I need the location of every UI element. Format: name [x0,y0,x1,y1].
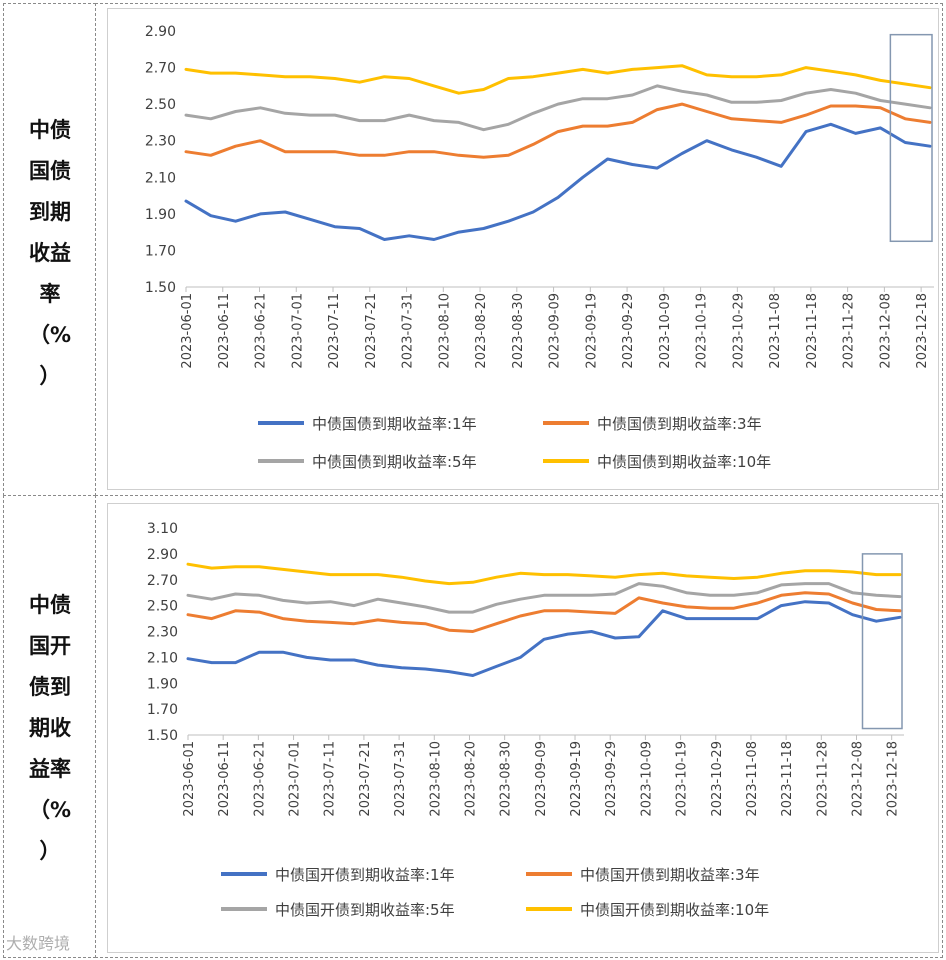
watermark: 大数跨境 [6,934,71,953]
x-tick-label: 2023-10-29 [710,741,725,817]
x-tick-label: 2023-08-30 [499,741,514,817]
y-tick-label: 2.10 [147,650,178,666]
x-tick-label: 2023-10-19 [675,741,690,817]
y-tick-label: 1.90 [147,676,178,692]
side-label-line: （% [28,323,72,347]
x-tick-label: 2023-12-18 [886,741,901,817]
x-tick-label: 2023-06-11 [217,293,232,369]
series-line-2 [184,102,932,159]
x-tick-label: 2023-11-28 [815,741,830,817]
series-line-2 [186,591,902,633]
x-tick-label: 2023-08-30 [511,293,526,369]
y-tick-label: 2.70 [145,61,176,77]
treasury-yield-chart: 2.90 2.70 2.50 2.30 2.10 1.90 1.70 1.50 2023-06-… [145,24,934,471]
x-tick-label: 2023-07-21 [364,293,379,369]
legend-label: 中债国开债到期收益率:3年 [580,866,760,884]
y-tick-label: 1.70 [147,702,178,718]
highlight-box [889,33,933,243]
side-label-line: 益率 [29,757,71,781]
x-tick-label: 2023-06-11 [217,741,232,817]
series-line-3 [186,582,902,614]
y-tick-label: 2.90 [145,24,176,40]
series-line-1 [184,122,932,241]
highlight-box [861,553,903,730]
legend-label: 中债国债到期收益率:3年 [597,415,762,433]
x-tick-label: 2023-12-08 [878,293,893,369]
x-tick-label: 2023-07-11 [327,293,342,369]
x-tick-label: 2023-07-31 [393,741,408,817]
y-tick-label: 1.70 [145,243,176,259]
y-tick-label: 1.50 [147,728,178,744]
y-tick-label: 2.50 [145,97,176,113]
side-label-line: 到期 [29,200,71,224]
x-tick-label: 2023-12-18 [915,293,930,369]
x-tick-label: 2023-11-28 [842,293,857,369]
x-tick-label: 2023-08-20 [463,741,478,817]
x-tick-label: 2023-11-08 [745,741,760,817]
x-tick-label: 2023-06-01 [180,293,195,369]
y-tick-label: 2.50 [147,599,178,615]
x-tick-label: 2023-09-29 [604,741,619,817]
x-tick-label: 2023-07-11 [323,741,338,817]
side-label-line: （% [28,798,72,822]
x-tick-label: 2023-10-09 [658,293,673,369]
chart-panel-treasury: 2.90 2.70 2.50 2.30 2.10 1.90 1.70 1.50 2023-06-… [107,8,939,490]
side-label-line: ） [39,364,61,388]
side-label-line: 期收 [29,716,71,740]
x-tick-label: 2023-11-18 [780,741,795,817]
x-tick-label: 2023-10-19 [695,293,710,369]
x-tick-label: 2023-06-21 [254,293,269,369]
legend-label: 中债国债到期收益率:1年 [312,415,477,433]
side-label-line: 收益 [29,241,71,265]
side-label-line: 国债 [29,159,71,183]
series-line-3 [184,84,932,132]
x-tick-label: 2023-07-31 [401,293,416,369]
side-label-line: 中债 [29,593,71,617]
y-tick-label: 1.50 [145,280,176,296]
x-tick-label: 2023-10-29 [731,293,746,369]
series-line-1 [186,600,902,677]
series-line-4 [184,64,932,95]
x-tick-label: 2023-11-18 [805,293,820,369]
side-label-line: 率 [39,282,61,306]
x-tick-label: 2023-09-19 [569,741,584,817]
y-tick-label: 2.30 [145,134,176,150]
legend-label: 中债国开债到期收益率:10年 [580,901,769,919]
legend-label: 中债国债到期收益率:10年 [597,453,771,471]
side-label-line: 国开 [29,634,71,658]
side-label-cdb: 中债 国开 债到 期收 益率 （% ） [5,585,95,872]
y-tick-label: 2.10 [145,170,176,186]
x-tick-label: 2023-09-19 [584,293,599,369]
x-tick-label: 2023-11-08 [768,293,783,369]
y-tick-label: 1.90 [145,207,176,223]
x-tick-label: 2023-12-08 [851,741,866,817]
cdb-yield-chart: 3.10 2.90 2.70 2.50 2.30 2.10 1.90 1.70 1.50 2023… [147,521,904,919]
side-label-line: 中债 [29,118,71,142]
chart-cell-bottom [95,495,943,958]
chart-panel-cdb: 3.10 2.90 2.70 2.50 2.30 2.10 1.90 1.70 1.50 2023… [107,503,939,953]
legend-label: 中债国开债到期收益率:1年 [275,866,455,884]
y-tick-label: 2.90 [147,547,178,563]
legend-label: 中债国债到期收益率:5年 [312,453,477,471]
x-tick-label: 2023-10-09 [639,741,654,817]
y-tick-label: 3.10 [147,521,178,537]
side-label-line: ） [39,839,61,863]
series-line-4 [186,562,902,586]
x-tick-label: 2023-06-21 [252,741,267,817]
legend-label: 中债国开债到期收益率:5年 [275,901,455,919]
x-tick-label: 2023-07-01 [288,741,303,817]
x-tick-label: 2023-08-20 [474,293,489,369]
x-tick-label: 2023-09-29 [621,293,636,369]
side-label-line: 债到 [29,675,71,699]
y-tick-label: 2.70 [147,573,178,589]
x-tick-label: 2023-07-01 [290,293,305,369]
y-tick-label: 2.30 [147,625,178,641]
x-tick-label: 2023-09-09 [534,741,549,817]
x-tick-label: 2023-09-09 [548,293,563,369]
x-tick-label: 2023-07-21 [358,741,373,817]
x-tick-label: 2023-06-01 [182,741,197,817]
x-tick-label: 2023-08-10 [437,293,452,369]
x-tick-label: 2023-08-10 [428,741,443,817]
side-label-treasury: 中债 国债 到期 收益 率 （% ） [5,110,95,397]
